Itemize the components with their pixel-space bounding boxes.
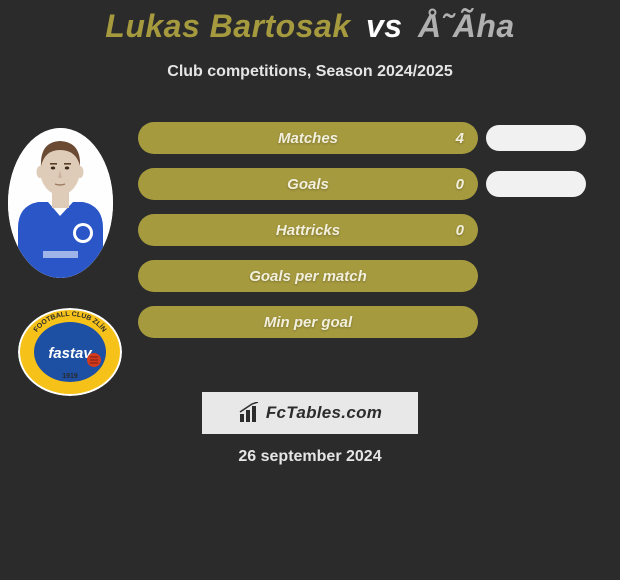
svg-text:fastav: fastav [48,345,93,362]
stat-bar-p2 [486,125,586,151]
player2-name: Å˜Ãha [418,8,515,44]
stat-bar-p1: Min per goal [138,306,478,338]
stat-label: Goals [287,176,329,193]
stat-label: Min per goal [264,314,352,331]
stat-label: Hattricks [276,222,340,239]
stat-bar-p1: Goals per match [138,260,478,292]
brand-banner: FcTables.com [202,392,418,434]
player1-name: Lukas Bartosak [105,8,350,44]
stat-value-p1: 0 [456,222,464,239]
stat-label: Goals per match [249,268,367,285]
page-title: Lukas Bartosak vs Å˜Ãha [0,0,620,45]
vs-text: vs [366,8,403,44]
stat-row: Min per goal [138,306,600,338]
stat-row: Hattricks 0 [138,214,600,246]
brand-chart-icon [238,402,262,424]
stat-label: Matches [278,130,338,147]
stat-row: Goals per match [138,260,600,292]
stat-bar-p1: Matches 4 [138,122,478,154]
stat-row: Matches 4 [138,122,600,154]
stat-row: Goals 0 [138,168,600,200]
stat-bar-p1: Hattricks 0 [138,214,478,246]
svg-text:1919: 1919 [62,373,78,380]
stat-bar-p1: Goals 0 [138,168,478,200]
player-avatar-svg [8,128,113,278]
player1-avatar [8,128,113,278]
stats-container: Matches 4 Goals 0 Hattricks 0 Goals per match M… [138,122,600,352]
stat-value-p1: 0 [456,176,464,193]
club-badge: FOOTBALL CLUB ZLÍN fastav 1919 [18,308,122,396]
stat-bar-p2 [486,171,586,197]
subtitle: Club competitions, Season 2024/2025 [0,63,620,81]
club-badge-svg: FOOTBALL CLUB ZLÍN fastav 1919 [18,308,122,396]
stat-value-p1: 4 [456,130,464,147]
brand-text: FcTables.com [266,403,382,423]
date-text: 26 september 2024 [0,448,620,466]
